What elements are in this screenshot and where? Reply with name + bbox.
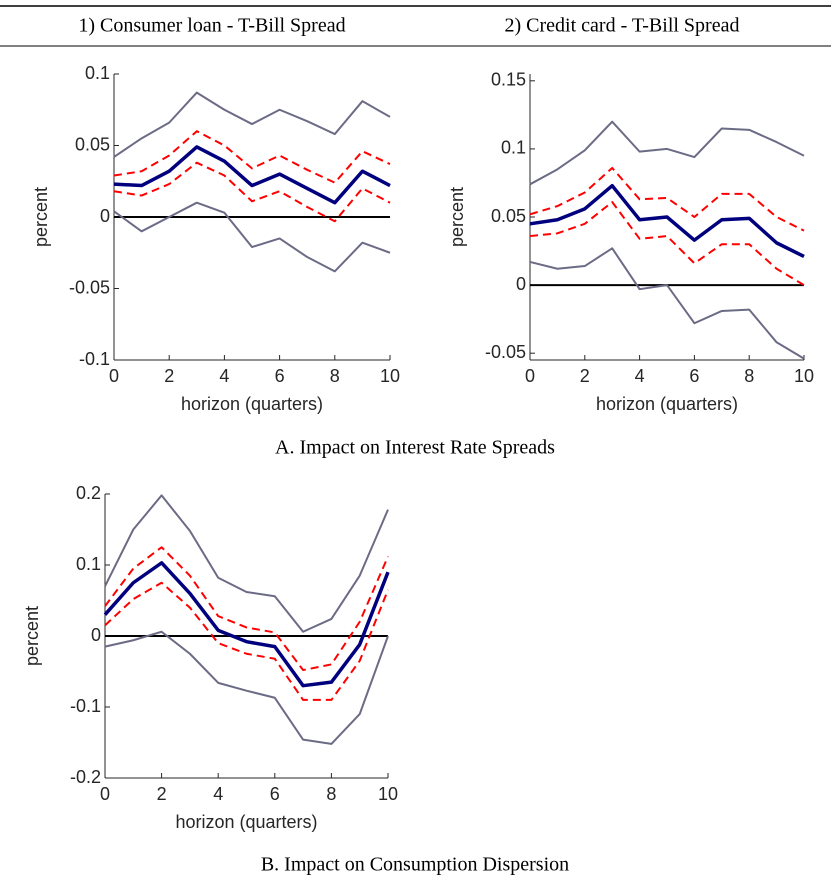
x-tick-label: 6	[689, 366, 699, 386]
y-tick-label: 0.05	[491, 206, 526, 226]
x-axis-label: horizon (quarters)	[596, 394, 738, 414]
panel-title: 2) Credit card - T-Bill Spread	[505, 15, 740, 37]
y-tick-label: -0.05	[69, 277, 110, 297]
x-tick-label: 0	[109, 366, 119, 386]
x-tick-label: 8	[744, 366, 754, 386]
x-tick-label: 0	[100, 784, 110, 804]
series-line	[529, 166, 805, 232]
x-tick-label: 2	[164, 366, 174, 386]
series-line	[529, 183, 805, 259]
y-tick-label: 0.15	[491, 70, 526, 90]
series-line	[113, 145, 391, 205]
y-tick-label: 0.05	[75, 134, 110, 154]
x-tick-label: 4	[635, 366, 645, 386]
y-tick-label: 0	[91, 625, 101, 645]
series-line	[104, 494, 389, 633]
y-axis-label: percent	[31, 187, 51, 247]
series-line	[104, 581, 389, 701]
x-tick-label: 8	[330, 366, 340, 386]
y-tick-label: -0.2	[70, 767, 101, 787]
panel-title: 1) Consumer loan - T-Bill Spread	[78, 15, 345, 37]
x-tick-label: 2	[580, 366, 590, 386]
y-tick-label: 0.2	[76, 483, 101, 503]
x-axis-label: horizon (quarters)	[181, 394, 323, 414]
x-tick-label: 8	[326, 784, 336, 804]
y-tick-label: 0.1	[501, 138, 526, 158]
y-tick-label: -0.1	[70, 696, 101, 716]
y-tick-label: -0.05	[485, 342, 526, 362]
series-line	[113, 201, 391, 273]
y-tick-label: 0.1	[76, 554, 101, 574]
y-tick-label: 0	[516, 274, 526, 294]
x-tick-label: 2	[157, 784, 167, 804]
y-axis-label: percent	[22, 606, 42, 666]
caption: B. Impact on Consumption Dispersion	[261, 854, 569, 876]
series-line	[529, 120, 805, 186]
series-line	[104, 630, 389, 745]
x-tick-label: 4	[213, 784, 223, 804]
series-line	[104, 546, 389, 672]
caption: A. Impact on Interest Rate Spreads	[275, 437, 555, 459]
series-line	[113, 130, 391, 184]
series-line	[529, 201, 805, 286]
y-tick-label: -0.1	[79, 349, 110, 369]
series-line	[113, 161, 391, 223]
series-line	[103, 561, 390, 688]
x-tick-label: 4	[219, 366, 229, 386]
x-tick-label: 0	[525, 366, 535, 386]
x-axis-label: horizon (quarters)	[175, 812, 317, 832]
x-tick-label: 6	[275, 366, 285, 386]
y-axis-label: percent	[447, 187, 467, 247]
y-tick-label: 0.1	[85, 63, 110, 83]
x-tick-label: 10	[794, 366, 814, 386]
series-line	[113, 91, 391, 158]
y-tick-label: 0	[100, 206, 110, 226]
x-tick-label: 10	[380, 366, 400, 386]
series-line	[529, 247, 805, 360]
x-tick-label: 6	[270, 784, 280, 804]
x-tick-label: 10	[378, 784, 398, 804]
